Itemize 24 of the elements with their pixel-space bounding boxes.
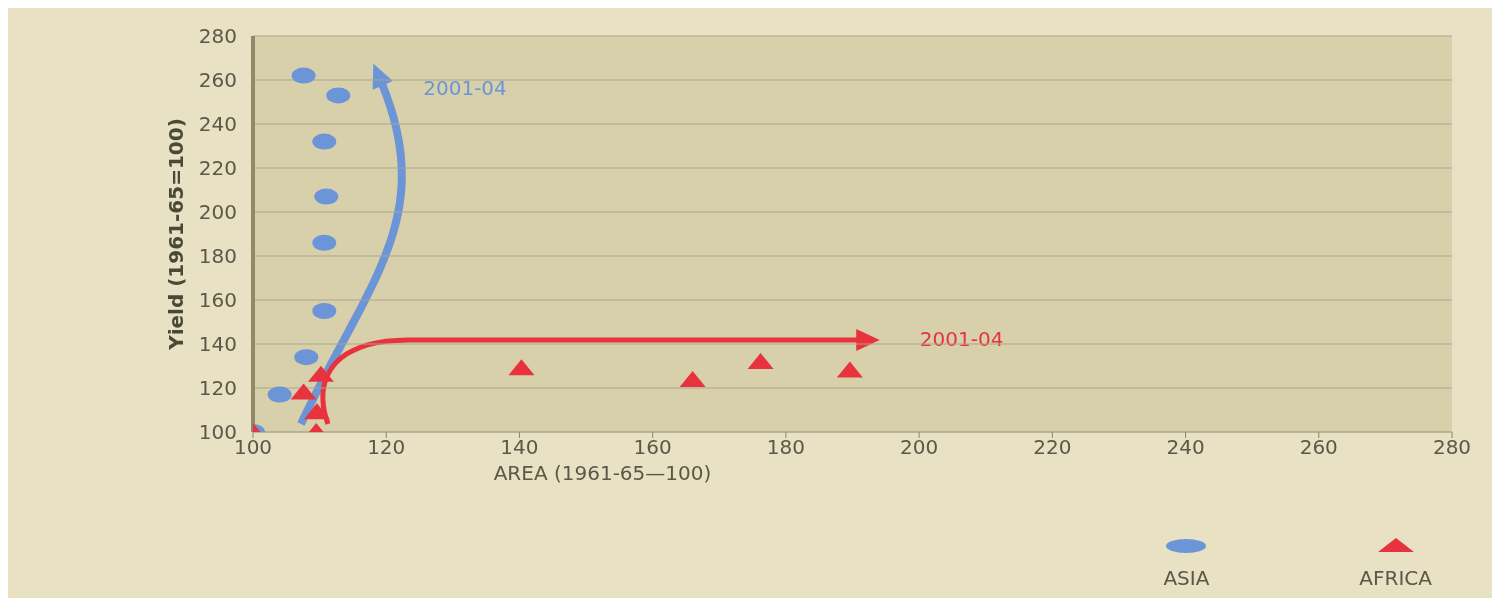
y-tick-label: 220 bbox=[198, 156, 237, 181]
y-tick-label: 280 bbox=[198, 24, 237, 49]
legend-label: AFRICA bbox=[1359, 566, 1432, 590]
y-tick-label: 200 bbox=[198, 200, 237, 225]
x-tick-label: 140 bbox=[500, 435, 539, 460]
y-tick-label: 140 bbox=[198, 332, 237, 357]
x-tick-label: 280 bbox=[1432, 435, 1472, 460]
y-axis-title: Yield (1961-65=100) bbox=[164, 118, 188, 351]
x-tick-label: 220 bbox=[1033, 435, 1072, 460]
x-tick-label: 260 bbox=[1299, 435, 1338, 460]
x-tick-label: 160 bbox=[633, 435, 672, 460]
legend-label: ASIA bbox=[1163, 566, 1210, 590]
y-tick-label: 160 bbox=[198, 288, 237, 313]
y-tick-label: 120 bbox=[198, 376, 237, 401]
y-tick-label: 180 bbox=[198, 244, 237, 269]
x-tick-label: 240 bbox=[1166, 435, 1205, 460]
y-tick-label: 240 bbox=[198, 112, 237, 137]
x-tick-label: 120 bbox=[367, 435, 406, 460]
annotation: 2001-04 bbox=[423, 76, 507, 101]
x-axis-title: AREA (1961-65—100) bbox=[493, 461, 712, 486]
annotation: 2001-04 bbox=[919, 326, 1004, 351]
x-tick-label: 180 bbox=[766, 435, 805, 460]
y-tick-label: 260 bbox=[198, 68, 237, 93]
x-tick-label: 200 bbox=[900, 435, 939, 460]
